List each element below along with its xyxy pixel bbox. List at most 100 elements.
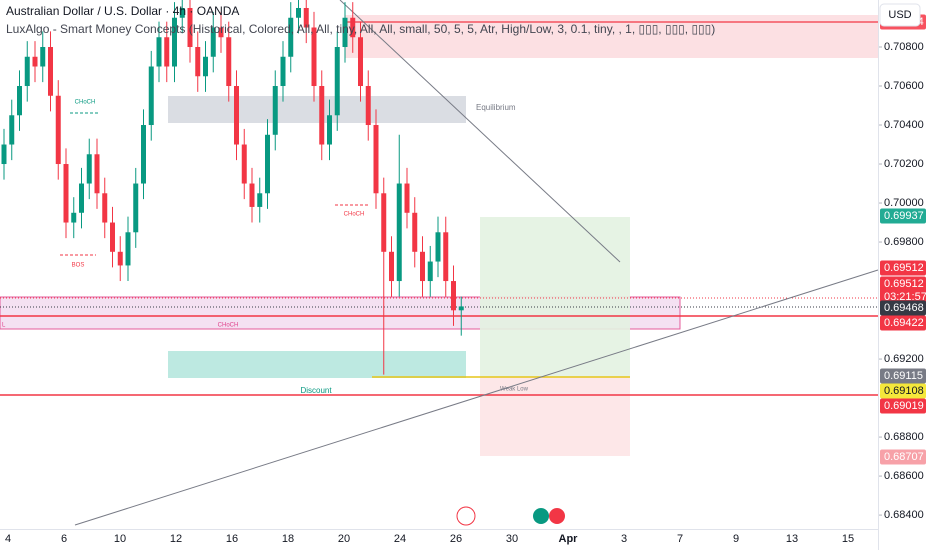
x-tick-label: 7 xyxy=(677,533,683,545)
price-tag-label: 0.69115 xyxy=(884,370,923,382)
price-tag xyxy=(880,383,926,399)
y-tick-label: 0.70800 xyxy=(884,41,924,53)
event-icon[interactable] xyxy=(456,506,476,526)
candle-body xyxy=(71,212,77,223)
candle-body xyxy=(265,134,270,194)
x-tick-label: 10 xyxy=(114,533,126,545)
y-tick-label: 0.70000 xyxy=(884,197,924,209)
annotation: L xyxy=(2,323,6,329)
price-tag-label: 0.69108 xyxy=(884,385,924,397)
x-tick-label: 20 xyxy=(338,533,350,545)
annotation: CHoCH xyxy=(344,212,365,218)
candle-body xyxy=(412,212,418,252)
candle-body xyxy=(63,164,69,223)
price-tag xyxy=(880,398,926,414)
candle-body xyxy=(358,37,363,87)
candle-body xyxy=(218,27,224,38)
candle-body xyxy=(179,7,185,18)
price-tag xyxy=(880,260,926,276)
candle-body xyxy=(257,193,263,207)
candle-body xyxy=(79,183,84,213)
x-tick-label: 18 xyxy=(282,533,294,545)
price-tag xyxy=(880,368,926,384)
candle-body xyxy=(435,232,441,262)
y-tick-label: 0.70200 xyxy=(884,158,924,170)
annotation: CHoCH xyxy=(75,100,96,106)
candle-body xyxy=(303,7,309,28)
candle-body xyxy=(404,183,410,213)
candle-body xyxy=(451,281,456,311)
event-icon[interactable] xyxy=(533,508,549,524)
x-tick-label: 9 xyxy=(733,533,739,545)
price-tag xyxy=(880,449,926,465)
candle-body xyxy=(319,86,325,145)
candle-body xyxy=(9,115,15,145)
price-tag xyxy=(880,276,926,305)
price-tag xyxy=(880,300,926,316)
candle-body xyxy=(94,154,100,194)
trend-line xyxy=(74,269,879,526)
candles xyxy=(1,0,464,375)
candle-body xyxy=(443,232,449,282)
candle-body xyxy=(24,56,30,87)
candle-body xyxy=(125,232,131,266)
candle-body xyxy=(396,183,402,282)
candle-body xyxy=(203,56,208,77)
x-tick-label: 30 xyxy=(506,533,518,545)
candle-body xyxy=(365,86,371,126)
candle-body xyxy=(86,154,92,184)
currency-button[interactable] xyxy=(879,3,921,27)
candle-body xyxy=(210,27,216,57)
x-tick-label: 4 xyxy=(5,533,11,545)
candle-body xyxy=(280,56,286,87)
y-tick-label: 0.70400 xyxy=(884,119,924,131)
candle-body xyxy=(350,17,356,38)
candle-body xyxy=(381,193,387,252)
candle-body xyxy=(226,37,232,87)
candle-body xyxy=(296,7,301,18)
annotation: Weak Low xyxy=(500,387,529,393)
target-zone xyxy=(480,217,630,377)
candle-body xyxy=(187,7,193,48)
annotation: Equilibrium xyxy=(476,103,516,112)
y-tick-label: 0.70600 xyxy=(884,80,924,92)
candle-body xyxy=(148,66,154,126)
candle-body xyxy=(420,251,425,282)
x-tick-label: 24 xyxy=(394,533,406,545)
x-tick-label: 12 xyxy=(170,533,182,545)
candle-body xyxy=(427,261,433,282)
chart-title: Australian Dollar / U.S. Dollar · 4h · O… xyxy=(6,4,239,18)
candle-body xyxy=(17,86,22,116)
price-tag-label: 0.69937 xyxy=(884,210,924,222)
candle-body xyxy=(133,183,139,233)
event-icon[interactable] xyxy=(549,508,565,524)
candle-body xyxy=(272,86,278,135)
countdown: 03:21:57 xyxy=(884,291,927,303)
discount-zone xyxy=(168,351,466,378)
candle-body xyxy=(141,125,146,184)
price-tag-label: 0.69019 xyxy=(884,400,924,412)
candle-body xyxy=(249,183,255,207)
y-tick-label: 0.68600 xyxy=(884,470,924,482)
trend-line xyxy=(339,0,621,263)
candle-body xyxy=(48,47,53,96)
candle-body xyxy=(311,27,317,87)
x-tick-label: 13 xyxy=(786,533,798,545)
candle-body xyxy=(110,222,115,252)
x-tick-label: 6 xyxy=(61,533,67,545)
candle-body xyxy=(458,306,464,311)
candle-body xyxy=(55,95,61,165)
x-tick-label: Apr xyxy=(559,533,579,545)
candle-body xyxy=(327,115,332,145)
stop-zone xyxy=(480,377,630,456)
price-tag xyxy=(880,315,926,331)
price-tag xyxy=(880,208,926,224)
x-tick-label: 16 xyxy=(226,533,238,545)
candle-body xyxy=(40,47,46,67)
currency[interactable]: USD xyxy=(888,9,911,21)
candle-body xyxy=(389,251,394,282)
candle-body xyxy=(32,56,38,67)
candle-body xyxy=(373,125,379,194)
candle-body xyxy=(156,37,162,67)
